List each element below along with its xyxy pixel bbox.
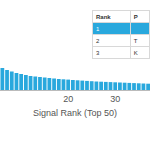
html-text:3: 3 [96,49,100,56]
svg-text:20: 20 [63,94,73,104]
html-text:P: P [133,13,138,20]
html-text:T: T [133,37,138,44]
svg-text:Signal Rank (Top 50): Signal Rank (Top 50) [33,108,117,118]
html-text:Rank: Rank [96,13,111,20]
html-text:1: 1 [96,25,100,32]
svg-text:30: 30 [110,94,120,104]
html-text:K: K [133,49,138,56]
html-text:2: 2 [96,37,100,44]
